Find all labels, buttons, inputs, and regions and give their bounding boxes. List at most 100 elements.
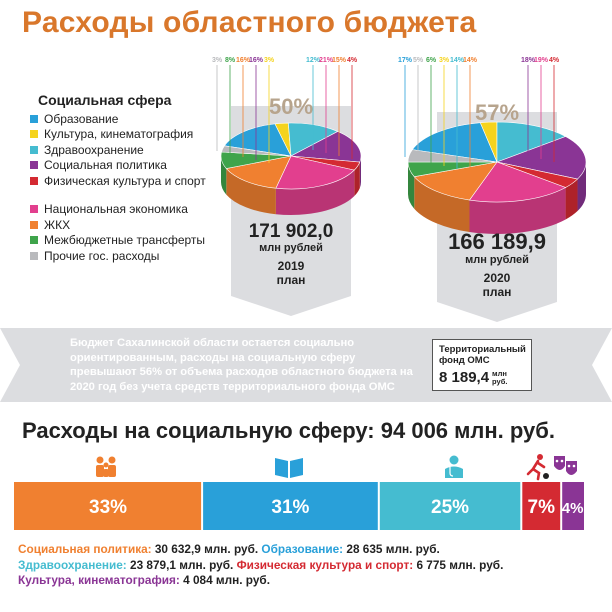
bar-segment xyxy=(378,482,522,530)
family-icon xyxy=(96,456,116,477)
bar-segment-label: 33% xyxy=(89,497,127,518)
footnote-value: 23 879,1 млн. руб. xyxy=(126,557,234,572)
pie-slice-side xyxy=(226,168,276,215)
bar-segment-label: 4% xyxy=(562,500,584,517)
legend-label: Культура, кинематография xyxy=(44,127,194,142)
legend-swatch xyxy=(30,130,38,139)
footnote-label: Здравоохранение: xyxy=(18,557,127,572)
pie-unit: млн рублей xyxy=(259,242,323,254)
pie-plan: план xyxy=(483,285,512,299)
slice-top-label: 16% xyxy=(249,57,264,64)
doctor-icon xyxy=(445,455,463,478)
pie-slice-side xyxy=(359,156,361,189)
legend-swatch xyxy=(30,114,38,123)
pie-slice-side xyxy=(577,162,586,212)
legend-heading: Социальная сфера xyxy=(38,92,172,108)
footnote-value: 30 632,9 млн. руб. xyxy=(151,542,259,556)
pie-slice-side xyxy=(469,187,566,234)
footnote-label: Социальная политика: xyxy=(18,542,152,556)
footnote-value: 28 635 млн. руб. xyxy=(343,542,440,556)
social-share-label: 50% xyxy=(269,94,313,119)
legend-swatch xyxy=(30,145,38,154)
pie-slice-side xyxy=(275,170,355,215)
legend-item: Образование xyxy=(30,111,230,127)
slice-top-label: 14% xyxy=(450,57,465,64)
legend-item: Социальная политика xyxy=(30,158,230,174)
slice-top-label: 15% xyxy=(332,57,347,64)
footnotes: Социальная политика: 30 632,9 млн. руб. … xyxy=(18,542,608,589)
pie-slice xyxy=(411,122,498,163)
social-share-label: 57% xyxy=(475,100,519,125)
social-spending-title: Расходы на социальную сферу: 94 006 млн.… xyxy=(22,418,555,443)
band-arrow-right xyxy=(592,328,612,402)
category-icons xyxy=(96,454,577,481)
legend-swatch xyxy=(30,176,38,185)
footnote-value: 6 775 млн. руб. xyxy=(413,557,504,572)
footnote-line: Культура, кинематография: 4 084 млн. руб… xyxy=(18,573,608,589)
pie-slice xyxy=(496,121,567,163)
slice-top-label: 21% xyxy=(319,57,334,64)
slice-top-label: 19% xyxy=(534,57,549,64)
legend-label: Здравоохранение xyxy=(44,142,144,157)
pie-slice-side xyxy=(565,179,578,220)
bar-segment xyxy=(561,482,584,530)
pie-slice-side xyxy=(354,162,360,197)
legend-swatch xyxy=(30,220,38,229)
pie-year: 2020 xyxy=(484,271,511,285)
oms-label: Территориальный фонд ОМС xyxy=(439,344,526,366)
bar-separator xyxy=(520,482,523,530)
legend-label: Физическая культура и спорт xyxy=(44,173,206,188)
bar-separator xyxy=(560,482,563,530)
pie-slice xyxy=(223,123,292,157)
legend-item: ЖКХ xyxy=(30,217,230,233)
footnote-label: Образование: xyxy=(258,542,344,556)
page-title: Расходы областного бюджета xyxy=(22,6,477,39)
footnote-value: 4 084 млн. руб. xyxy=(179,573,270,587)
pie-slice-side xyxy=(414,176,470,233)
slice-top-label: 14% xyxy=(463,57,478,64)
legend-item: Межбюджетные трансферты xyxy=(30,233,230,249)
legend-label: ЖКХ xyxy=(44,217,71,232)
info-band-text: Бюджет Сахалинской области остается соци… xyxy=(70,337,413,393)
footnote-line: Здравоохранение: 23 879,1 млн. руб. Физи… xyxy=(18,558,608,574)
legend-item: Национальная экономика xyxy=(30,202,230,218)
pie-slice xyxy=(275,155,355,190)
bar-segment-label: 31% xyxy=(271,497,309,518)
oms-box: Территориальный фонд ОМС 8 189,4 млн руб… xyxy=(432,339,532,391)
runner-icon xyxy=(526,454,549,481)
slice-top-label: 3% xyxy=(264,57,275,64)
band-arrow-left xyxy=(0,328,20,402)
legend-label: Образование xyxy=(44,111,119,126)
footnote-label: Физическая культура и спорт: xyxy=(233,557,414,572)
stacked-bar: 33% 31% 25% 7% 4% xyxy=(14,482,584,530)
bar-segment-label: 7% xyxy=(528,497,556,518)
slice-top-label: 12% xyxy=(306,57,321,64)
pie-slice xyxy=(407,149,498,163)
legend-label: Межбюджетные трансферты xyxy=(44,233,206,248)
legend-swatch xyxy=(30,161,38,170)
slice-top-label: 3% xyxy=(212,57,223,64)
oms-unit-line1: млн xyxy=(492,369,507,378)
pie-year: 2019 xyxy=(278,259,305,273)
pie-slice-side xyxy=(408,162,415,209)
pie-slice xyxy=(413,161,498,201)
bar-separator xyxy=(377,482,380,530)
slice-top-label: 18% xyxy=(521,57,536,64)
oms-value: 8 189,4 xyxy=(439,369,490,386)
pie-unit: млн рублей xyxy=(465,254,529,266)
slice-top-label: 4% xyxy=(347,57,358,64)
legend: Социальная сфера Образование Культура, ки… xyxy=(30,92,230,264)
legend-item: Физическая культура и спорт xyxy=(30,173,230,189)
theatre-masks-icon xyxy=(554,456,577,475)
pie-total: 171 902,0 xyxy=(249,221,334,242)
oms-unit-line2: руб. xyxy=(492,377,508,386)
oms-unit: млн руб. xyxy=(492,370,507,386)
pie-plan: план xyxy=(277,273,306,287)
slice-top-label: 4% xyxy=(549,57,560,64)
legend-social-list: Образование Культура, кинематография Здрав… xyxy=(30,111,230,189)
bar-separator xyxy=(201,482,204,530)
bar-segment xyxy=(521,482,562,530)
